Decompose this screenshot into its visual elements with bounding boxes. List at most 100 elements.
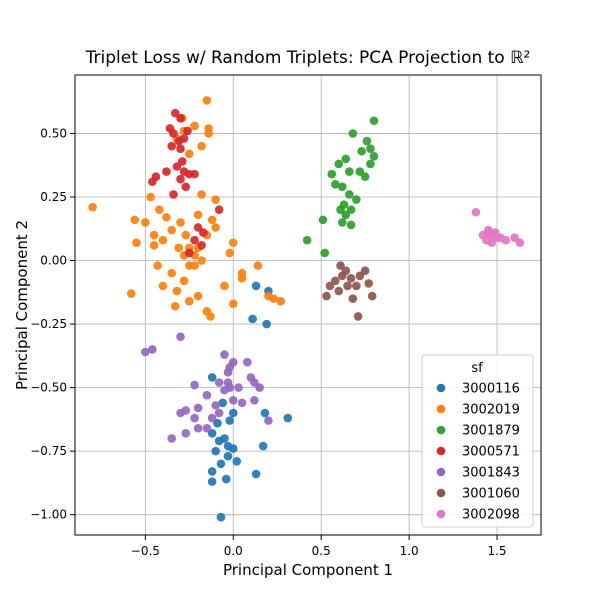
data-point bbox=[258, 441, 268, 451]
data-point bbox=[214, 378, 224, 387]
data-point bbox=[207, 373, 217, 382]
data-point bbox=[206, 312, 215, 321]
data-point bbox=[237, 268, 247, 278]
data-point bbox=[193, 423, 203, 433]
legend-marker bbox=[436, 509, 446, 519]
data-point bbox=[193, 291, 203, 301]
data-point bbox=[228, 396, 238, 405]
y-tick-label: 0.00 bbox=[40, 254, 67, 268]
data-point bbox=[223, 378, 233, 387]
data-point bbox=[471, 207, 481, 217]
data-point bbox=[211, 446, 220, 456]
data-point bbox=[369, 116, 379, 126]
legend-title: sf bbox=[471, 361, 483, 376]
y-tick-label: 0.50 bbox=[40, 126, 67, 140]
data-point bbox=[346, 274, 356, 283]
data-point bbox=[190, 169, 199, 179]
data-point bbox=[330, 179, 340, 189]
data-point bbox=[183, 126, 192, 136]
data-point bbox=[190, 380, 199, 390]
data-point bbox=[225, 248, 235, 258]
legend-label: 3000116 bbox=[462, 382, 520, 397]
data-point bbox=[232, 456, 242, 466]
data-point bbox=[132, 238, 141, 248]
legend-marker bbox=[436, 425, 446, 435]
data-point bbox=[176, 408, 185, 418]
data-point bbox=[353, 312, 363, 321]
data-point bbox=[88, 202, 97, 212]
data-point bbox=[176, 113, 185, 123]
data-point bbox=[158, 281, 168, 291]
data-point bbox=[207, 413, 217, 423]
legend-label: 3002019 bbox=[462, 403, 520, 418]
data-point bbox=[197, 141, 206, 151]
x-tick-label: 1.5 bbox=[487, 544, 506, 558]
data-point bbox=[167, 268, 177, 278]
legend-marker bbox=[436, 404, 446, 414]
data-point bbox=[207, 477, 217, 486]
data-point bbox=[148, 345, 157, 354]
data-point bbox=[248, 314, 257, 324]
data-point bbox=[483, 225, 493, 235]
data-point bbox=[149, 230, 159, 240]
data-point bbox=[126, 289, 136, 298]
y-axis-label: Principal Component 2 bbox=[13, 220, 31, 390]
data-point bbox=[169, 190, 178, 199]
data-point bbox=[334, 159, 344, 169]
data-point bbox=[348, 294, 358, 303]
y-tick-label: −1.00 bbox=[30, 508, 67, 522]
data-point bbox=[276, 296, 286, 306]
series-3000571 bbox=[148, 108, 224, 258]
data-point bbox=[345, 167, 354, 176]
y-axis-ticks: −1.00 −0.75 −0.50 −0.25 0.00 0.25 0.50 bbox=[30, 126, 75, 522]
data-point bbox=[341, 210, 351, 220]
data-point bbox=[228, 238, 238, 248]
data-point bbox=[167, 141, 177, 151]
x-tick-label: 1.0 bbox=[400, 544, 419, 558]
data-point bbox=[255, 383, 264, 392]
data-point bbox=[264, 416, 273, 425]
y-tick-label: −0.25 bbox=[30, 317, 67, 331]
data-point bbox=[228, 444, 238, 453]
data-point bbox=[202, 96, 212, 105]
data-point bbox=[283, 413, 293, 423]
legend-label: 3001060 bbox=[462, 487, 520, 502]
data-point bbox=[130, 215, 140, 225]
data-point bbox=[190, 121, 199, 131]
legend-entry: 3000116 bbox=[436, 382, 520, 397]
data-point bbox=[337, 182, 347, 192]
data-point bbox=[176, 144, 185, 154]
data-point bbox=[318, 215, 328, 225]
data-point bbox=[228, 299, 238, 309]
series-3001843 bbox=[141, 332, 273, 443]
data-point bbox=[364, 279, 373, 288]
x-tick-label: 0.0 bbox=[224, 544, 243, 558]
data-point bbox=[190, 413, 199, 423]
data-point bbox=[253, 261, 263, 270]
x-axis-label: Principal Component 1 bbox=[223, 561, 393, 579]
data-point bbox=[228, 408, 238, 418]
data-point bbox=[185, 149, 194, 159]
data-point bbox=[355, 271, 365, 281]
data-point bbox=[148, 177, 157, 187]
data-point bbox=[346, 220, 356, 230]
data-point bbox=[237, 398, 247, 408]
data-point bbox=[146, 192, 155, 202]
legend-entry: 3002019 bbox=[436, 403, 520, 418]
data-point bbox=[197, 240, 206, 250]
legend-label: 3002098 bbox=[462, 508, 520, 523]
data-point bbox=[223, 451, 233, 461]
data-point bbox=[162, 167, 171, 176]
data-point bbox=[162, 213, 171, 222]
data-point bbox=[211, 223, 220, 232]
data-point bbox=[366, 159, 375, 169]
series-3000116 bbox=[207, 281, 293, 522]
data-point bbox=[487, 238, 497, 248]
data-point bbox=[204, 124, 213, 133]
data-point bbox=[214, 205, 224, 214]
legend-entry: 3000571 bbox=[436, 445, 520, 460]
data-point bbox=[220, 385, 229, 395]
data-point bbox=[149, 240, 159, 250]
legend-entry: 3001843 bbox=[436, 466, 520, 481]
